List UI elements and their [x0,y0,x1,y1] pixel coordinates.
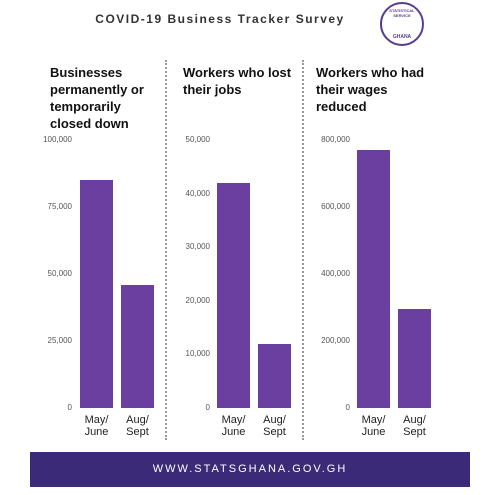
y-tick-label: 0 [205,403,210,412]
y-tick-label: 20,000 [185,295,210,305]
x-tick-label: Aug/ Sept [403,414,426,438]
y-tick-label: 50,000 [185,135,210,144]
x-tick-label: May/ June [221,414,246,438]
y-tick-label: 600,000 [321,202,350,211]
divider [165,60,167,440]
y-tick-label: 75,000 [47,202,72,211]
divider [302,60,304,440]
x-tick-label: May/ June [361,414,386,438]
y-tick-label: 40,000 [185,188,210,198]
chart-title: Workers who lost their jobs [183,65,292,97]
bar [258,343,291,408]
y-tick-label: 0 [345,403,350,412]
y-tick-label: 400,000 [321,269,350,278]
y-tick-label: 200,000 [321,336,350,345]
logo-text: GHANA [392,34,412,40]
y-tick-label: 10,000 [185,349,210,359]
bar [217,182,250,408]
y-tick-label: 0 [67,403,72,412]
y-tick-label: 50,000 [47,269,72,278]
y-tick-label: 25,000 [47,336,72,345]
logo: STATISTICAL SERVICE GHANA [380,2,424,46]
chart-title: Workers who had their wages reduced [316,65,425,114]
bar [80,180,113,408]
y-tick-label: 800,000 [321,135,350,144]
x-tick-label: May/ June [84,414,109,438]
bar [398,309,431,408]
bar [121,284,154,408]
footer: WWW.STATSGHANA.GOV.GH [30,452,470,487]
x-tick-label: Aug/ Sept [126,414,149,438]
x-tick-label: Aug/ Sept [263,414,286,438]
logo-text: STATISTICAL SERVICE [389,8,415,18]
y-tick-label: 100,000 [43,135,72,144]
page-title: COVID-19 Business Tracker Survey [95,12,345,26]
chart-title: Businesses permanently or temporarily cl… [50,65,144,131]
bar [357,150,390,408]
y-tick-label: 30,000 [185,242,210,252]
